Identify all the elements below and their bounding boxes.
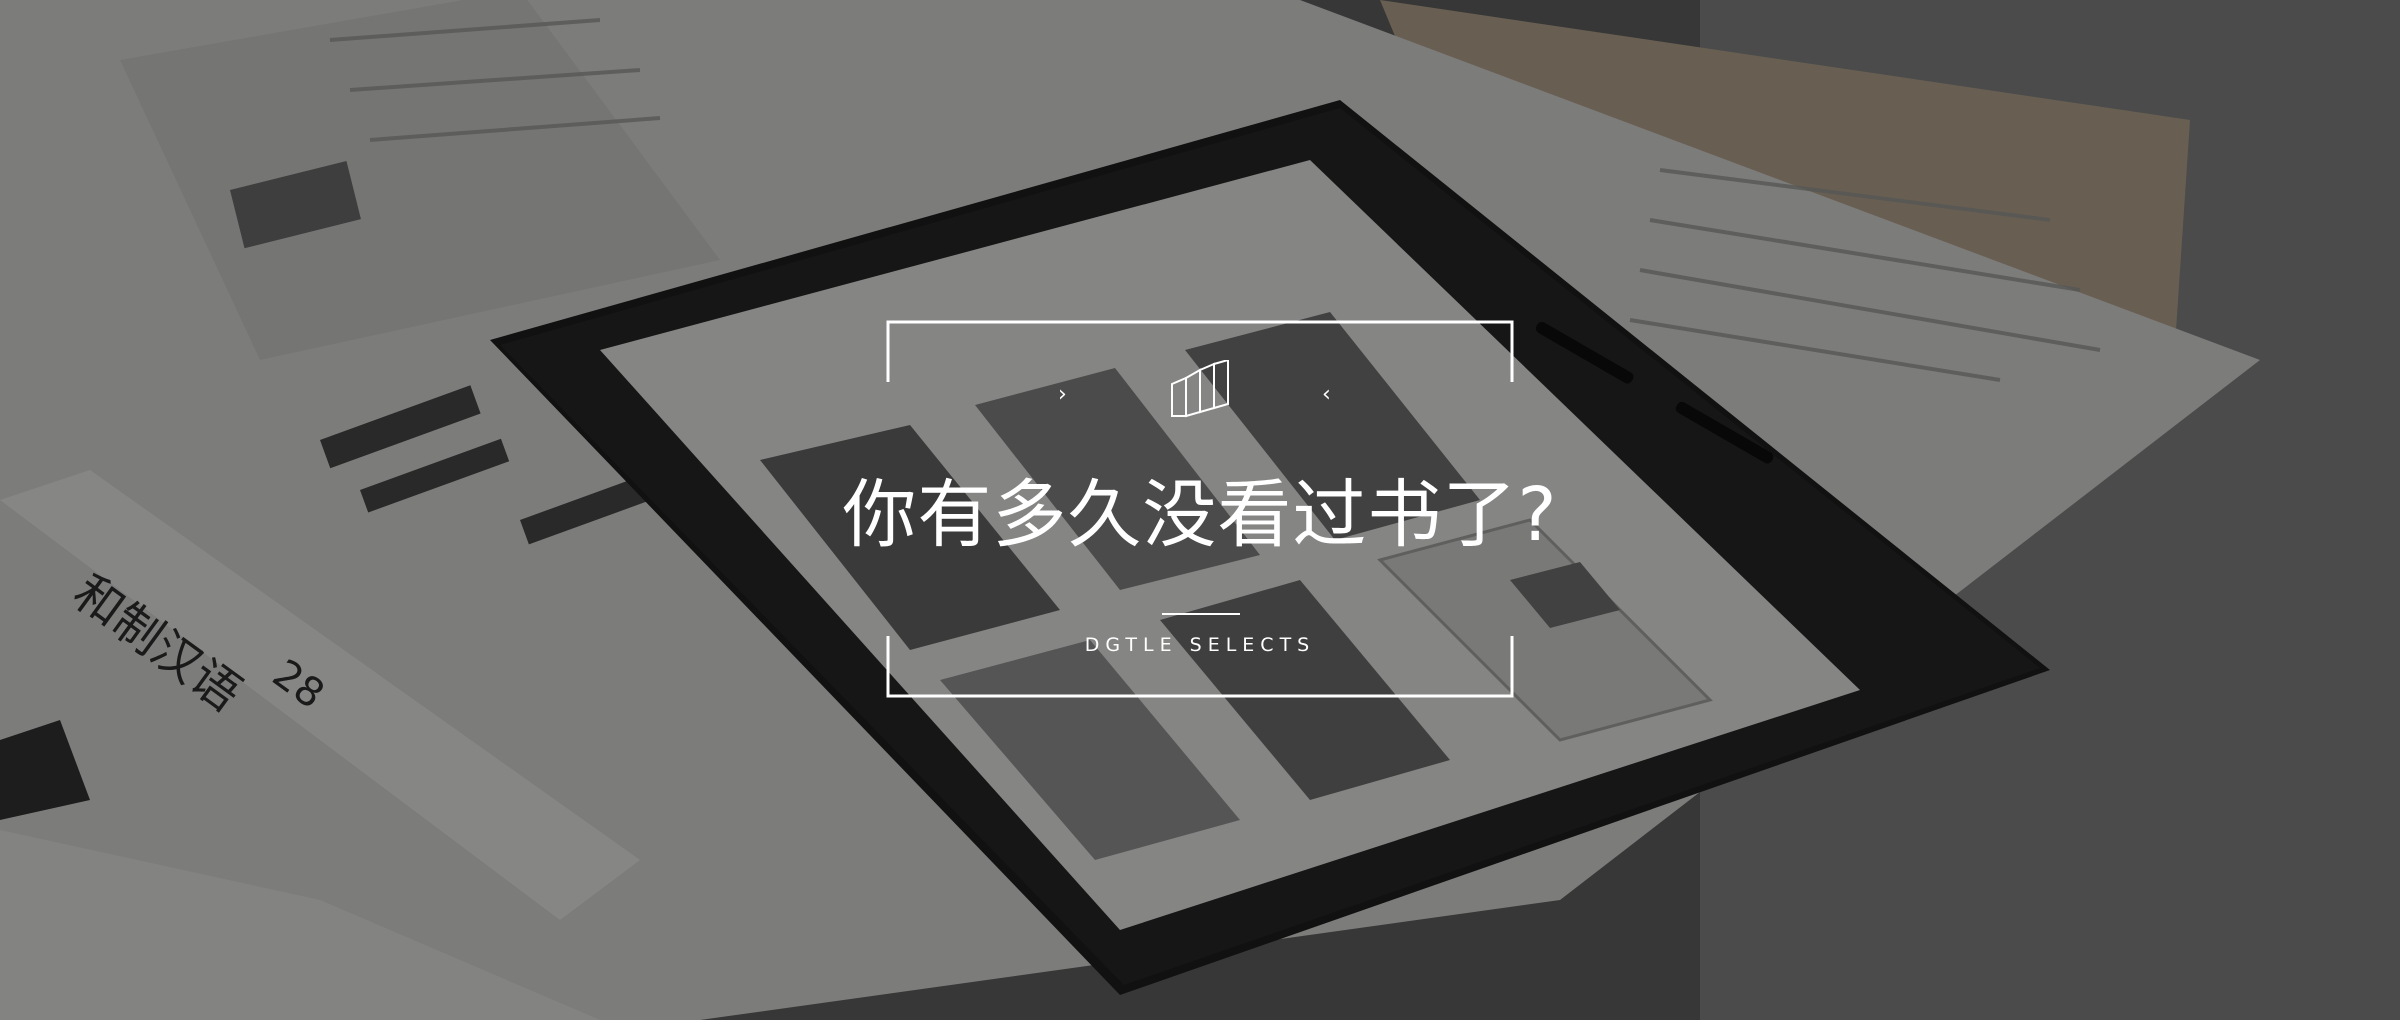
fabric xyxy=(0,830,600,1020)
banner-subtitle: DGTLE SELECTS xyxy=(1084,634,1316,656)
book-spine xyxy=(0,470,640,920)
title-frame xyxy=(886,320,1514,698)
dgtle-books-logo-icon xyxy=(1171,360,1229,418)
chevron-left-icon: ‹ xyxy=(1322,382,1331,407)
title-divider xyxy=(1162,613,1240,615)
chevron-right-icon: › xyxy=(1058,382,1067,407)
banner-title: 你有多久没看过书了? xyxy=(842,472,1558,558)
